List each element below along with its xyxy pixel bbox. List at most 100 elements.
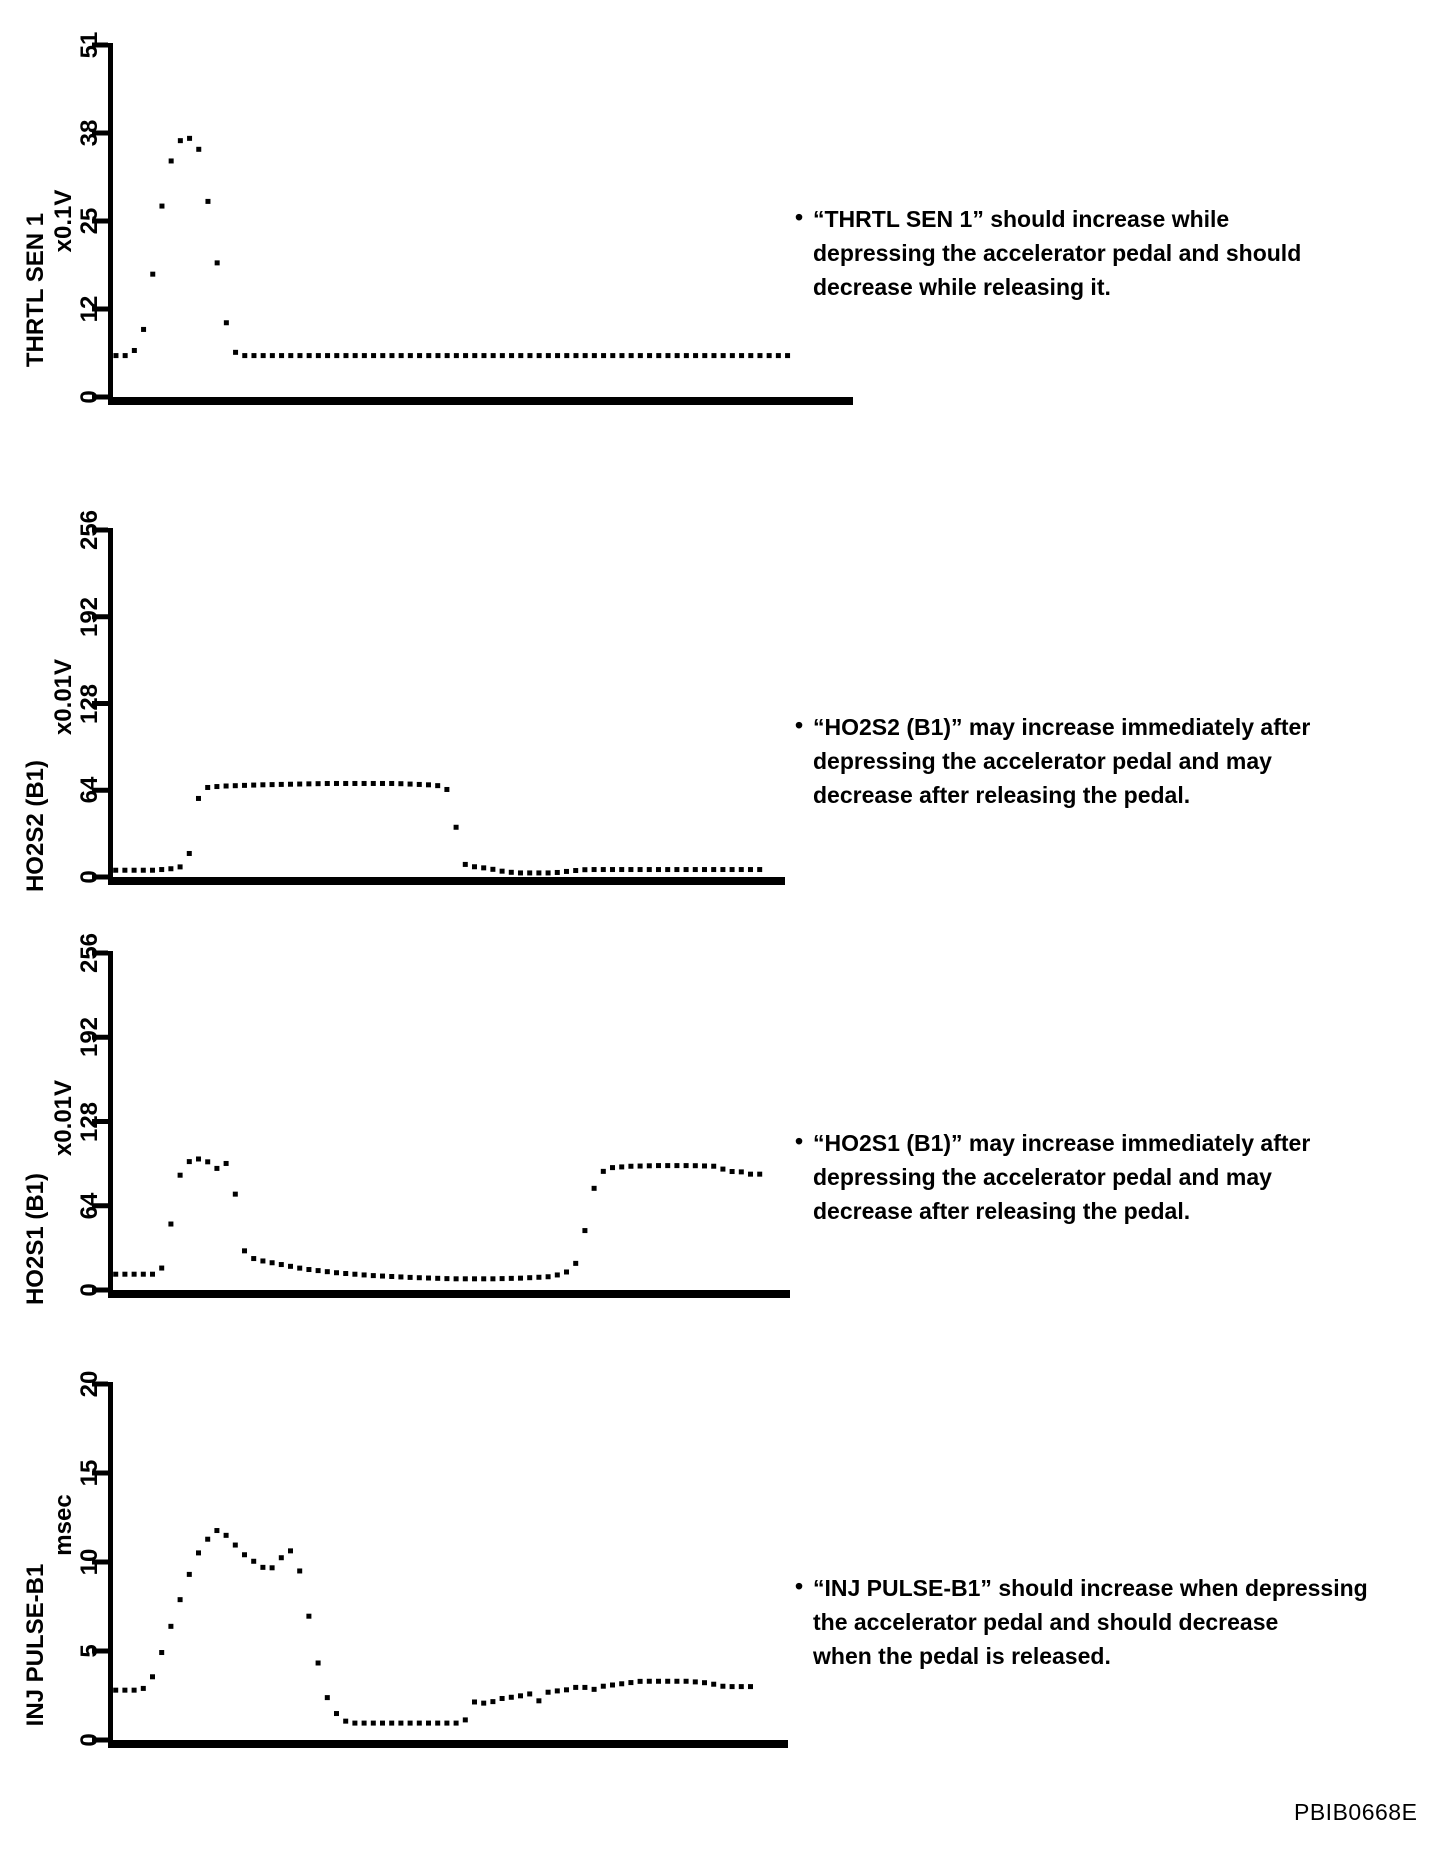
trace-dot — [600, 867, 606, 873]
trace-dot — [499, 1276, 505, 1282]
y-axis-tick-mark — [92, 1034, 108, 1040]
trace-dot — [297, 1265, 303, 1271]
trace-dot — [425, 782, 431, 788]
trace-dot — [517, 870, 523, 876]
trace-dot — [371, 353, 377, 359]
trace-dot — [288, 353, 294, 359]
trace-dot — [324, 1269, 330, 1275]
trace-dot — [600, 1168, 606, 1174]
y-axis-tick-label: 256 — [76, 932, 103, 974]
trace-dot — [150, 1674, 155, 1680]
trace-dot — [646, 1163, 652, 1169]
trace-dot — [702, 1680, 707, 1686]
y-axis-channel-label-3: HO2S1 (B1) — [22, 1172, 49, 1306]
trace-dot — [527, 1275, 533, 1281]
bullet-icon: • — [795, 204, 804, 230]
trace-dot — [251, 782, 257, 788]
trace-dot — [646, 867, 652, 873]
trace-dot — [149, 867, 155, 873]
trace-dot — [380, 1720, 385, 1726]
trace-dot — [260, 1258, 266, 1264]
trace-dot — [251, 1256, 257, 1262]
trace-dot — [619, 1164, 625, 1170]
trace-dot — [564, 353, 570, 359]
y-axis-tick-mark — [92, 1559, 108, 1565]
note-line: “THRTL SEN 1” should increase while — [813, 206, 1230, 232]
trace-dot — [324, 780, 330, 786]
y-axis-tick-label: 192 — [76, 596, 103, 637]
trace-dot — [251, 353, 257, 359]
x-axis-line — [108, 877, 785, 885]
y-axis-unit-label-2: x0.01V — [50, 658, 77, 736]
trace-dot — [692, 1163, 698, 1169]
trace-dot — [720, 1166, 726, 1172]
trace-dot — [168, 1221, 174, 1227]
trace-dot — [573, 353, 579, 359]
y-axis-channel-label-1: THRTL SEN 1 — [22, 212, 49, 368]
trace-dot — [444, 1276, 450, 1282]
trace-dot — [518, 1693, 523, 1699]
trace-dot — [472, 353, 478, 359]
trace-dot — [159, 1650, 165, 1656]
trace-dot — [306, 1267, 312, 1273]
y-axis-tick-label: 64 — [76, 776, 103, 804]
y-axis-tick-label: 20 — [76, 1370, 103, 1398]
trace-dot — [518, 1275, 524, 1281]
trace-dot — [315, 353, 321, 359]
trace-dot — [646, 1678, 652, 1684]
trace-dot — [738, 867, 744, 873]
trace-dot — [628, 1163, 634, 1169]
trace-dot — [453, 824, 459, 830]
trace-dot — [490, 353, 496, 359]
y-axis-tick-mark — [92, 614, 108, 620]
trace-dot — [674, 1678, 680, 1684]
trace-dot — [702, 1163, 708, 1169]
trace-dot — [186, 1571, 192, 1577]
trace-dot — [435, 1720, 441, 1726]
trace-dot — [508, 869, 514, 875]
trace-dot — [738, 1169, 744, 1175]
trace-dot — [140, 867, 146, 873]
trace-dot — [361, 780, 367, 786]
y-axis-line — [108, 43, 113, 399]
trace-dot — [564, 1687, 569, 1693]
trace-dot — [177, 1172, 183, 1178]
trace-dot — [260, 353, 266, 359]
note-ho2s1-b1: • “HO2S1 (B1)” may increase immediately … — [795, 1126, 1395, 1228]
trace-dot — [508, 1694, 514, 1700]
trace-dot — [463, 353, 469, 359]
trace-dot — [619, 1681, 625, 1687]
trace-dot — [775, 353, 781, 359]
trace-dot — [278, 781, 284, 787]
trace-dot — [490, 866, 496, 872]
trace-dot — [683, 1163, 689, 1169]
trace-dot — [582, 1228, 588, 1234]
trace-dot — [647, 353, 653, 359]
y-axis-tick-label: 64 — [76, 1192, 103, 1220]
bullet-icon: • — [795, 1573, 804, 1599]
y-axis-tick-label: 256 — [76, 509, 103, 551]
trace-dot — [223, 1532, 229, 1538]
y-axis-tick-label: 10 — [76, 1548, 103, 1576]
y-axis-unit-label-4: msec — [50, 1494, 77, 1556]
trace-dot — [711, 1163, 717, 1169]
trace-dot — [113, 1271, 119, 1277]
trace-dot — [692, 1679, 698, 1685]
trace-dot — [398, 1720, 404, 1726]
trace-dot — [545, 1689, 551, 1695]
trace-dot — [545, 870, 551, 876]
trace-dot — [269, 1260, 275, 1266]
note-line: depressing the accelerator pedal and may — [813, 748, 1272, 774]
trace-dot — [205, 1536, 211, 1542]
trace-dot — [370, 1273, 376, 1279]
trace-dot — [499, 868, 505, 874]
trace-dot — [214, 1528, 220, 1534]
trace-dot — [315, 1268, 321, 1274]
note-line: depressing the accelerator pedal and may — [813, 1164, 1272, 1190]
trace-dot — [315, 781, 321, 787]
trace-dot — [655, 867, 661, 873]
trace-dot — [306, 781, 312, 787]
trace-dot — [554, 1688, 560, 1694]
trace-dot — [444, 1720, 450, 1726]
trace-dot — [536, 1274, 542, 1280]
